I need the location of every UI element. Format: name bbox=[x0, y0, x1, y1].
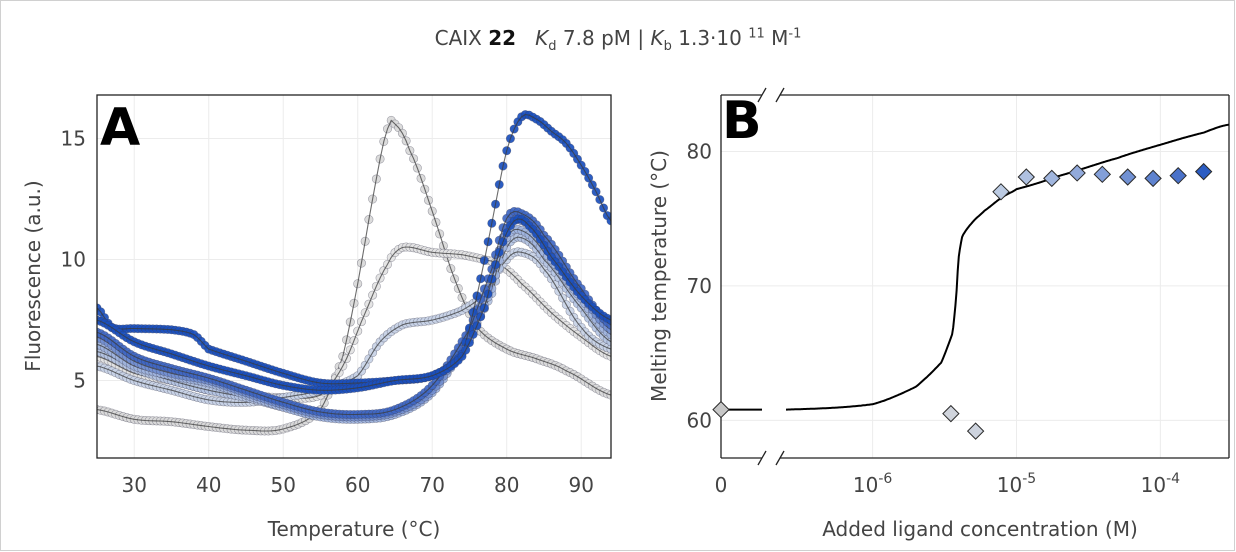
panel-a-ytick-label: 10 bbox=[61, 248, 86, 272]
panel-a-xtick-label: 40 bbox=[196, 473, 221, 497]
panel-a-xtick-label: 60 bbox=[345, 473, 370, 497]
panel-a-series bbox=[97, 110, 611, 436]
panel-a-series bbox=[97, 214, 611, 395]
panel-a-ytick-label: 15 bbox=[61, 127, 86, 151]
panel-a-letter: A bbox=[100, 98, 140, 158]
panel-a-fit-line bbox=[97, 251, 611, 403]
panel-a-fit-line bbox=[97, 218, 611, 391]
panel-a-xtick-label: 90 bbox=[568, 473, 593, 497]
title-kd-sub: d bbox=[548, 39, 557, 54]
panel-a-series-clip bbox=[97, 110, 611, 436]
title-compound: 22 bbox=[488, 26, 517, 50]
panel-a-ytick-label: 5 bbox=[73, 369, 86, 393]
panel-a-fit-line bbox=[97, 210, 611, 416]
title-separator: | bbox=[637, 26, 645, 50]
panel-a-xtick-label: 30 bbox=[122, 473, 147, 497]
panel-a-xtick-label: 70 bbox=[419, 473, 444, 497]
panel-a-plot-border bbox=[96, 94, 612, 459]
chart-panel-a: 30 40 50 60 70 80 90 5 10 15 A Temperature (°C) F… bbox=[21, 94, 612, 541]
panel-a-fit-line bbox=[97, 119, 611, 432]
title-kd-symbol: K bbox=[535, 26, 549, 50]
panel-a-series bbox=[97, 115, 611, 436]
panel-a-grid bbox=[97, 95, 611, 458]
panel-a-ylabel: Fluorescence (a.u.) bbox=[21, 180, 45, 371]
title-kb-unit: M bbox=[771, 26, 789, 50]
title-kb-unit-exp: -1 bbox=[788, 26, 802, 42]
panel-a-ticks: 30 40 50 60 70 80 90 5 10 15 bbox=[61, 127, 594, 497]
panel-a-xtick-label: 50 bbox=[271, 473, 296, 497]
title-kd-value: 7.8 pM bbox=[562, 26, 632, 50]
panel-a-fit-line bbox=[97, 114, 611, 385]
title-kb-symbol: K bbox=[650, 26, 664, 50]
figure-title: CAIX 22 Kd 7.8 pM | Kb 1.3·10 11 M-1 bbox=[0, 26, 1236, 54]
title-kb-exp: 11 bbox=[748, 26, 765, 42]
panel-a-xlabel: Temperature (°C) bbox=[267, 517, 441, 541]
title-kb-value: 1.3·10 bbox=[678, 26, 742, 50]
panel-a-xtick-label: 80 bbox=[494, 473, 519, 497]
title-prefix: CAIX bbox=[434, 26, 482, 50]
title-kb-sub: b bbox=[663, 39, 672, 54]
